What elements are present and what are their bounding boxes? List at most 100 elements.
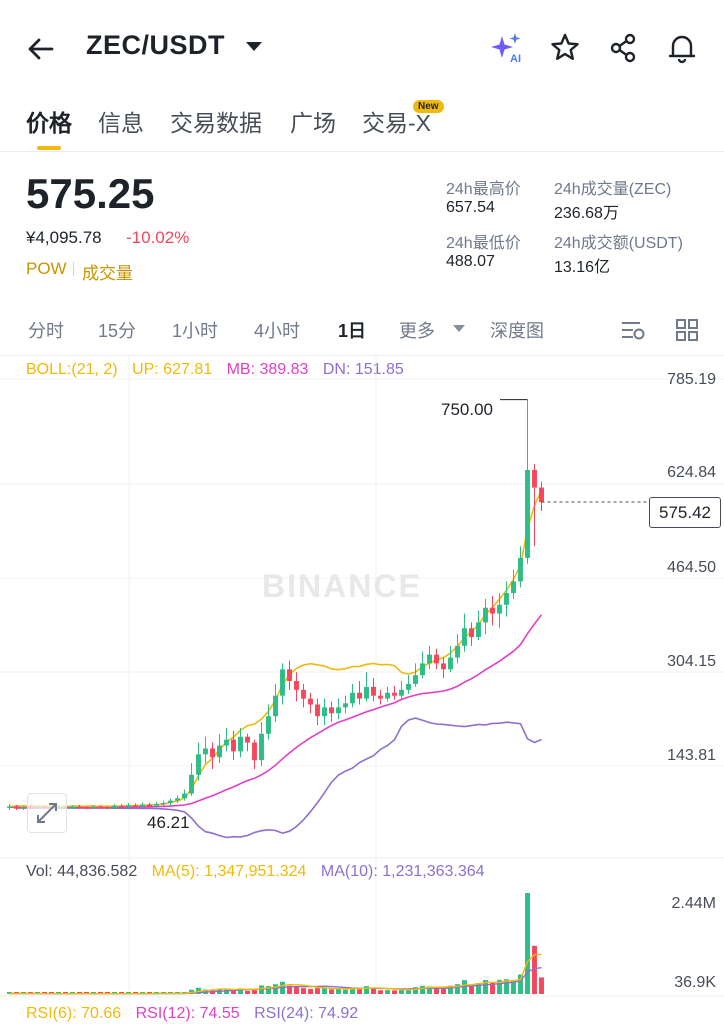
boll-dn-line <box>9 717 542 839</box>
volume-bar <box>399 989 404 994</box>
interval-15m[interactable]: 15分 <box>98 321 137 341</box>
candle-body <box>385 692 390 699</box>
candle-body <box>455 645 460 658</box>
candle-body <box>238 736 243 752</box>
stat-low-value: 488.07 <box>446 253 495 270</box>
volume-legend: Vol: 44,836.582 MA(5): 1,347,951.324 MA(… <box>26 863 495 881</box>
volume-axis-bottom: 36.9K <box>674 974 716 991</box>
candle-body <box>350 692 355 704</box>
stat-low-label: 24h最低价 <box>446 235 521 252</box>
more-chevron-icon[interactable] <box>453 325 465 332</box>
volume-axis-top: 2.44M <box>671 895 716 912</box>
interval-1d[interactable]: 1日 <box>338 321 367 341</box>
tab-price[interactable]: 价格 <box>26 110 72 136</box>
volume-bar <box>455 984 460 994</box>
candle-body <box>105 807 110 809</box>
candle-body <box>525 469 530 558</box>
volume-bar <box>392 990 397 994</box>
candle-body <box>280 669 285 696</box>
volume-bar <box>315 988 320 994</box>
pow-tag[interactable]: POW <box>26 259 67 278</box>
candle-body <box>308 698 313 705</box>
interval-4h[interactable]: 4小时 <box>254 321 301 341</box>
candle-body <box>273 695 278 717</box>
interval-timeline[interactable]: 分时 <box>28 321 64 341</box>
candle-body <box>140 804 145 807</box>
fullscreen-expand-icon[interactable] <box>27 793 67 833</box>
chevron-down-icon[interactable] <box>246 42 262 51</box>
candle-body <box>210 748 215 758</box>
volume-bar <box>364 986 369 994</box>
indicator-settings-icon[interactable] <box>620 318 646 342</box>
boll-label: BOLL:(21, 2) <box>26 361 118 378</box>
tag-divider <box>73 262 74 276</box>
candle-body <box>168 800 173 803</box>
candle-body <box>406 683 411 690</box>
volume-bar <box>245 990 250 994</box>
tab-trade-x[interactable]: 交易-X <box>362 110 431 136</box>
top-bar: ZEC/USDT AI <box>0 0 724 100</box>
volume-bar <box>336 989 341 994</box>
volume-bar <box>329 989 334 994</box>
rsi12: RSI(12): 74.55 <box>135 1005 240 1022</box>
candle-body <box>329 707 334 714</box>
pair-title[interactable]: ZEC/USDT <box>86 30 225 60</box>
candle-body <box>21 807 26 809</box>
star-icon[interactable] <box>547 30 583 66</box>
candle-body <box>217 745 222 758</box>
rsi6: RSI(6): 70.66 <box>26 1005 122 1022</box>
price-axis-label: 143.81 <box>667 747 716 764</box>
stat-high-label: 24h最高价 <box>446 181 521 198</box>
ai-sparkle-icon[interactable]: AI <box>488 30 524 66</box>
candle-body <box>98 806 103 808</box>
price-change-percent: -10.02% <box>126 228 190 247</box>
candle-body <box>301 689 306 699</box>
interval-more[interactable]: 更多 <box>399 321 435 341</box>
volume-bar <box>259 985 264 994</box>
active-tab-indicator <box>37 146 61 150</box>
candle-body <box>252 742 257 761</box>
candle-body <box>483 607 488 623</box>
candle-body <box>364 686 369 699</box>
candle-body <box>378 695 383 699</box>
interval-1h[interactable]: 1小时 <box>172 321 219 341</box>
volume-bar <box>504 979 509 994</box>
candlestick-chart[interactable] <box>0 356 724 1024</box>
price-axis-label: 624.84 <box>667 464 716 481</box>
candle-body <box>469 628 474 638</box>
candle-body <box>427 654 432 664</box>
candle-body <box>322 707 327 717</box>
volume-tag[interactable]: 成交量 <box>82 264 133 283</box>
stat-high-value: 657.54 <box>446 199 495 216</box>
price-cny: ¥4,095.78 <box>26 228 102 247</box>
binance-watermark: BINANCE <box>262 568 422 604</box>
back-arrow-icon[interactable] <box>22 30 62 70</box>
volume-bar <box>301 988 306 994</box>
bell-icon[interactable] <box>664 30 700 66</box>
share-icon[interactable] <box>606 30 642 66</box>
candle-body <box>441 663 446 670</box>
stat-vol-usdt-value: 13.16亿 <box>554 259 611 276</box>
tab-info[interactable]: 信息 <box>98 110 144 136</box>
candle-body <box>77 806 82 808</box>
candle-body <box>476 622 481 638</box>
candle-body <box>161 802 166 805</box>
candle-body <box>245 736 250 743</box>
boll-mb: MB: 389.83 <box>226 361 309 378</box>
volume-ma10: MA(10): 1,231,363.364 <box>320 863 485 880</box>
candle-body <box>196 754 201 775</box>
price-axis-label: 785.19 <box>667 371 716 388</box>
interval-depth-chart[interactable]: 深度图 <box>490 321 544 341</box>
volume-bar <box>371 987 376 994</box>
candle-body <box>70 806 75 808</box>
layout-grid-icon[interactable] <box>675 318 699 342</box>
volume-bar <box>441 987 446 994</box>
candle-body <box>203 748 208 755</box>
ai-label: AI <box>510 53 521 65</box>
volume-bar <box>483 980 488 994</box>
volume-bar <box>287 985 292 994</box>
volume-bar <box>252 989 257 994</box>
tab-trading-data[interactable]: 交易数据 <box>170 110 262 136</box>
tab-square[interactable]: 广场 <box>290 110 336 136</box>
candle-body <box>154 804 159 806</box>
